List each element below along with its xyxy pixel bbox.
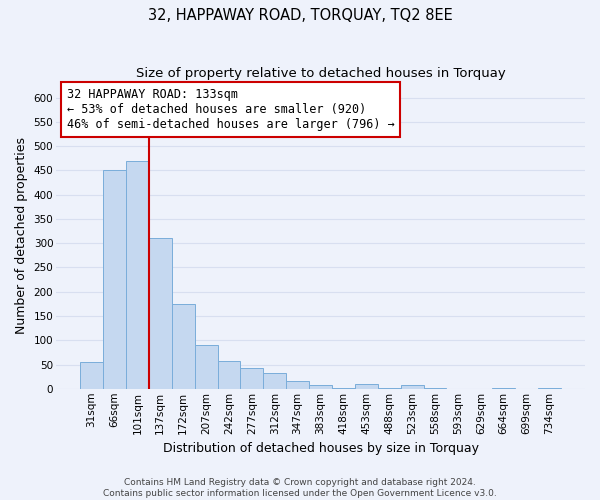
Bar: [194, 345, 218, 389]
Bar: [80, 362, 103, 389]
Bar: [149, 238, 172, 389]
Bar: [218, 360, 241, 389]
Text: 32 HAPPAWAY ROAD: 133sqm
← 53% of detached houses are smaller (920)
46% of semi-: 32 HAPPAWAY ROAD: 133sqm ← 53% of detach…: [67, 88, 394, 130]
Bar: [126, 160, 149, 389]
Bar: [355, 384, 378, 389]
Title: Size of property relative to detached houses in Torquay: Size of property relative to detached ho…: [136, 68, 505, 80]
Text: Contains HM Land Registry data © Crown copyright and database right 2024.
Contai: Contains HM Land Registry data © Crown c…: [103, 478, 497, 498]
Bar: [103, 170, 126, 389]
Text: 32, HAPPAWAY ROAD, TORQUAY, TQ2 8EE: 32, HAPPAWAY ROAD, TORQUAY, TQ2 8EE: [148, 8, 452, 22]
Bar: [263, 373, 286, 389]
Y-axis label: Number of detached properties: Number of detached properties: [15, 138, 28, 334]
Bar: [309, 386, 332, 389]
Bar: [286, 382, 309, 389]
X-axis label: Distribution of detached houses by size in Torquay: Distribution of detached houses by size …: [163, 442, 479, 455]
Bar: [172, 304, 194, 389]
Bar: [401, 385, 424, 389]
Bar: [241, 368, 263, 389]
